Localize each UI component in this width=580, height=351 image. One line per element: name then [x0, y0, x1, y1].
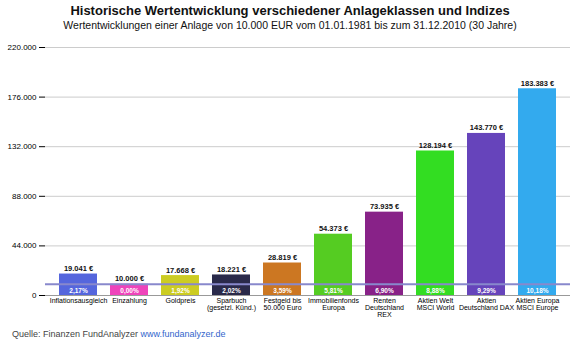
svg-text:1,92%: 1,92%	[171, 287, 190, 295]
svg-text:17.668 €: 17.668 €	[166, 266, 196, 275]
svg-text:Inflationsausgleich: Inflationsausgleich	[50, 297, 108, 305]
svg-text:18.221 €: 18.221 €	[217, 265, 247, 274]
svg-text:2,02%: 2,02%	[222, 287, 241, 295]
svg-text:0,00%: 0,00%	[120, 287, 139, 295]
svg-text:Aktien WeltMSCI World: Aktien WeltMSCI World	[417, 297, 455, 311]
svg-text:AktienDeutschland DAX: AktienDeutschland DAX	[459, 297, 515, 311]
svg-text:10.000 €: 10.000 €	[115, 274, 145, 283]
svg-text:0: 0	[32, 291, 37, 300]
svg-text:132.000: 132.000	[8, 142, 37, 151]
svg-text:19.041 €: 19.041 €	[64, 264, 94, 273]
svg-text:Sparbuch(gesetzl. Künd.): Sparbuch(gesetzl. Künd.)	[207, 297, 256, 312]
svg-text:143.770 €: 143.770 €	[470, 123, 504, 132]
svg-text:54.373 €: 54.373 €	[319, 224, 349, 233]
svg-text:3,59%: 3,59%	[273, 287, 292, 295]
svg-text:Goldpreis: Goldpreis	[166, 297, 196, 305]
svg-text:88.000: 88.000	[12, 192, 37, 201]
svg-text:10,18%: 10,18%	[526, 287, 548, 295]
svg-text:44.000: 44.000	[12, 241, 37, 250]
svg-text:ImmobilienfondsEuropa: ImmobilienfondsEuropa	[308, 297, 359, 312]
svg-text:220.000: 220.000	[8, 43, 37, 52]
svg-text:9,29%: 9,29%	[477, 287, 496, 295]
svg-text:176.000: 176.000	[8, 93, 37, 102]
html-text:Historische Wertentwicklung ve: Historische Wertentwicklung verschiedene…	[70, 3, 510, 18]
svg-text:73.935 €: 73.935 €	[370, 202, 400, 211]
svg-text:183.383 €: 183.383 €	[521, 79, 555, 88]
svg-text:128.194 €: 128.194 €	[419, 141, 453, 150]
html-text:Quelle: Finanzen FundAnalyzer: Quelle: Finanzen FundAnalyzer www.fundan…	[12, 329, 226, 339]
svg-text:RentenDeutschlandREX: RentenDeutschlandREX	[365, 297, 404, 318]
svg-text:2,17%: 2,17%	[69, 287, 88, 295]
svg-text:Einzahlung: Einzahlung	[112, 297, 147, 305]
svg-text:28.819 €: 28.819 €	[268, 253, 298, 262]
html-text:Wertentwicklungen einer Anlage: Wertentwicklungen einer Anlage von 10.00…	[63, 19, 517, 31]
svg-text:Aktien EuropaMSCI Europe: Aktien EuropaMSCI Europe	[516, 297, 560, 312]
svg-text:Festgeld bis50.000 Euro: Festgeld bis50.000 Euro	[263, 297, 301, 311]
svg-text:8,88%: 8,88%	[426, 287, 445, 295]
svg-text:5,81%: 5,81%	[324, 287, 343, 295]
svg-text:6,90%: 6,90%	[375, 287, 394, 295]
